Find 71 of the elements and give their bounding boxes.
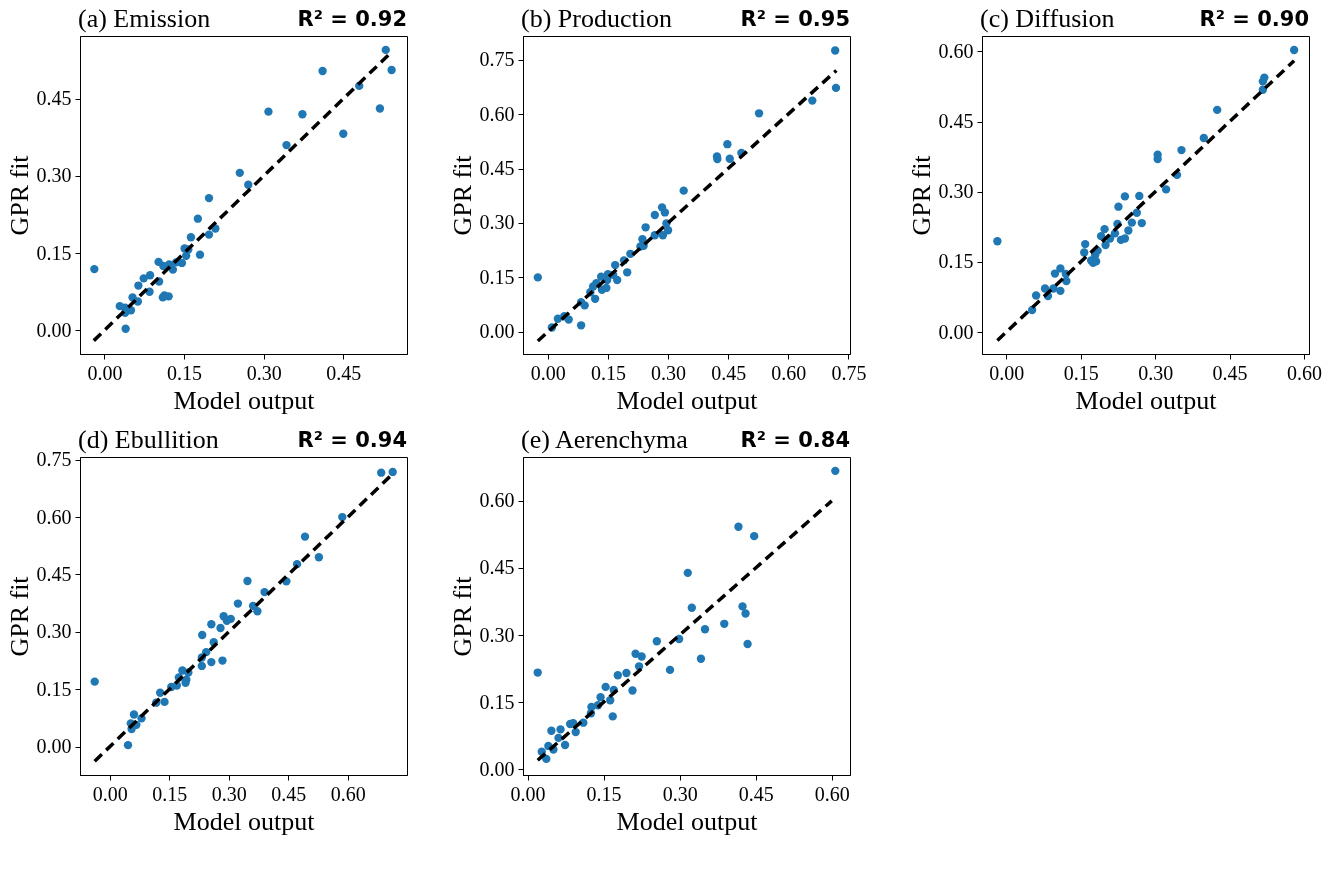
text: R² = 0.94 [297, 428, 407, 452]
text: R² = 0.92 [297, 7, 407, 31]
x-tick-label: 0.30 [1138, 361, 1174, 384]
x-tick-label: 0.60 [330, 782, 366, 805]
x-tick-label: 0.60 [1287, 361, 1323, 384]
y-tick-label: 0.75 [479, 48, 515, 71]
x-tick-label: 0.45 [738, 782, 774, 805]
chart-title: (d) Ebullition [78, 425, 219, 454]
chart-title: (c) Diffusion [980, 4, 1115, 33]
y-tick-label: 0.30 [36, 164, 72, 187]
x-tick-label: 0.30 [246, 361, 282, 384]
y-tick-label: 0.15 [479, 690, 515, 713]
x-tick-label: 0.00 [87, 361, 123, 384]
y-axis-title: GPR fit [4, 154, 34, 236]
x-axis-title: Model output [173, 385, 316, 415]
y-tick-label: 0.00 [479, 320, 515, 343]
y-axis-title: GPR fit [4, 575, 34, 657]
x-tick-label: 0.60 [771, 361, 807, 384]
x-tick-label: 0.45 [326, 361, 362, 384]
y-tick-label: 0.15 [938, 250, 974, 273]
x-tick-label: 0.15 [586, 782, 622, 805]
x-tick-label: 0.75 [831, 361, 867, 384]
y-tick-label: 0.15 [479, 265, 515, 288]
y-axis-title: GPR fit [447, 154, 477, 236]
x-tick-label: 0.15 [167, 361, 203, 384]
y-tick-label: 0.45 [938, 110, 974, 133]
y-tick-label: 0.00 [479, 757, 515, 780]
x-axis-title: Model output [616, 806, 759, 836]
y-tick-label: 0.30 [938, 180, 974, 203]
text: R² = 0.95 [740, 7, 850, 31]
x-tick-label: 0.00 [510, 782, 546, 805]
chart-title: (b) Production [521, 4, 672, 33]
y-tick-label: 0.45 [479, 556, 515, 579]
y-tick-label: 0.75 [36, 448, 72, 471]
y-tick-label: 0.00 [36, 735, 72, 758]
y-tick-label: 0.00 [938, 320, 974, 343]
y-tick-label: 0.60 [479, 489, 515, 512]
y-tick-label: 0.45 [479, 157, 515, 179]
y-tick-label: 0.30 [479, 623, 515, 646]
x-tick-label: 0.45 [1212, 361, 1248, 384]
y-tick-label: 0.45 [36, 562, 72, 585]
y-tick-label: 0.45 [36, 87, 72, 110]
x-tick-label: 0.30 [651, 361, 687, 384]
y-tick-label: 0.00 [36, 318, 72, 341]
x-tick-label: 0.00 [530, 361, 566, 384]
y-tick-label: 0.30 [36, 620, 72, 643]
x-tick-label: 0.45 [711, 361, 747, 384]
x-tick-label: 0.00 [989, 361, 1025, 384]
y-axis-title: GPR fit [447, 575, 477, 657]
x-tick-label: 0.15 [1063, 361, 1099, 384]
y-axis-title: GPR fit [906, 154, 936, 236]
y-tick-label: 0.60 [479, 102, 515, 125]
x-tick-label: 0.00 [92, 782, 128, 805]
y-tick-label: 0.15 [36, 677, 72, 700]
y-tick-label: 0.15 [36, 241, 72, 264]
y-tick-label: 0.30 [479, 211, 515, 234]
y-tick-label: 0.60 [938, 39, 974, 62]
y-tick-label: 0.60 [36, 505, 72, 528]
text: R² = 0.90 [1199, 7, 1309, 31]
x-tick-label: 0.30 [211, 782, 247, 805]
x-tick-label: 0.45 [271, 782, 307, 805]
x-tick-label: 0.30 [662, 782, 698, 805]
x-tick-label: 0.15 [590, 361, 626, 384]
x-tick-label: 0.60 [814, 782, 850, 805]
x-tick-label: 0.15 [152, 782, 188, 805]
chart-title: (e) Aerenchyma [521, 425, 689, 454]
text: R² = 0.84 [740, 428, 850, 452]
x-axis-title: Model output [1075, 385, 1218, 415]
chart-title: (a) Emission [78, 4, 211, 33]
x-axis-title: Model output [173, 806, 316, 836]
x-axis-title: Model output [616, 385, 759, 415]
